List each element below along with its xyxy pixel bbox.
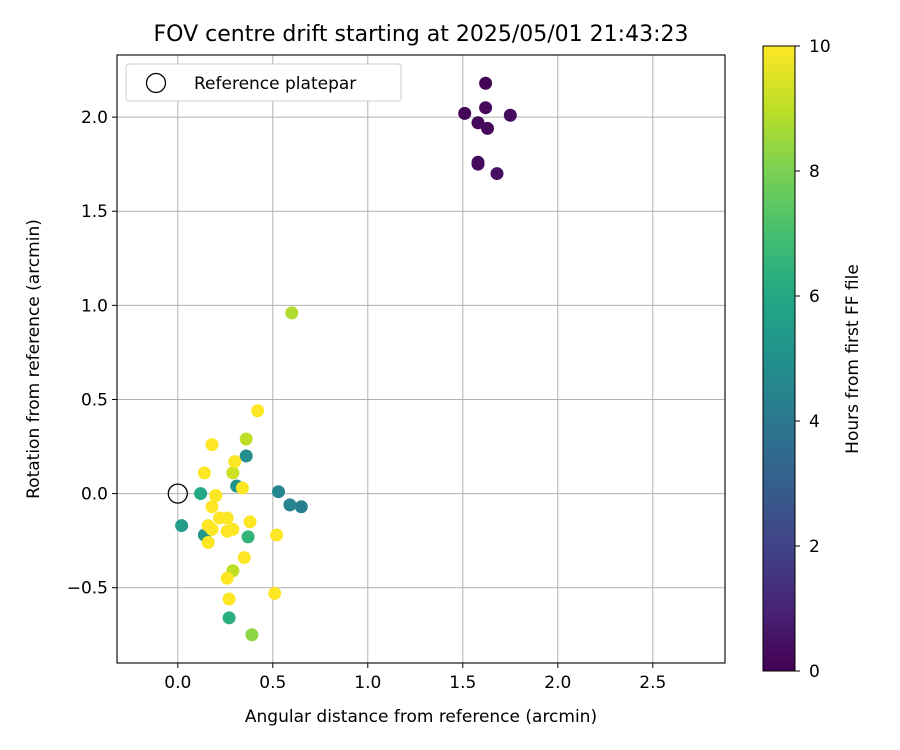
data-point [237,551,251,565]
data-point [251,404,265,418]
data-point [226,522,240,536]
colorbar-tick-label: 4 [809,412,820,432]
y-tick-label: 0.5 [81,390,108,410]
colorbar-tick-label: 8 [809,162,820,182]
x-tick-label: 1.5 [449,673,476,693]
y-tick-label: 0.0 [81,485,108,505]
data-point [209,488,223,502]
plot-frame [116,54,726,664]
data-point [268,586,282,600]
y-axis-label: Rotation from reference (arcmin) [24,219,44,499]
y-tick-label: 2.0 [81,108,108,128]
y-axis-ticks: −0.5 0.0 0.5 1.0 1.5 2.0 [67,108,117,599]
colorbar-ticks: 0 2 4 6 8 10 [795,37,831,682]
data-point [228,455,242,469]
colorbar-label: Hours from first FF file [843,264,863,454]
data-point [241,530,255,544]
colorbar-tick-label: 2 [809,537,820,557]
data-point [220,511,234,525]
data-point [205,500,219,514]
data-point [235,481,249,495]
colorbar-tick-label: 6 [809,287,820,307]
data-point [471,157,485,171]
data-point [243,515,257,529]
data-point [175,519,189,533]
data-point [294,500,308,514]
data-point [239,432,253,446]
data-point [197,466,211,480]
data-point [194,487,208,501]
data-point [481,121,494,135]
data-point [222,592,236,606]
data-point [220,571,234,585]
data-point [201,536,215,550]
data-point [205,438,219,452]
data-point [503,108,517,122]
colorbar-tick-label: 10 [809,37,831,57]
x-tick-label: 0.5 [259,673,286,693]
data-point [239,449,253,463]
data-point [270,528,284,542]
y-tick-label: 1.0 [81,296,108,316]
legend-marker-icon [145,72,167,94]
data-point [245,628,259,642]
y-tick-label: −0.5 [67,579,108,599]
x-axis-label: Angular distance from reference (arcmin) [245,707,597,727]
reference-marker [167,483,188,504]
colorbar-gradient [762,45,796,672]
data-point [458,106,472,120]
data-point [205,522,219,536]
x-tick-label: 1.0 [354,673,381,693]
data-point [471,116,485,130]
data-point [283,498,297,512]
y-tick-label: 1.5 [81,202,108,222]
colorbar-tick-label: 0 [809,662,820,682]
data-point [226,466,240,480]
data-point [272,485,285,499]
data-point [479,76,493,90]
chart-title: FOV centre drift starting at 2025/05/01 … [154,22,689,47]
grid [117,55,725,663]
data-points [175,76,517,642]
colorbar: 0 2 4 6 8 10 Hours from first FF file [762,37,863,682]
legend-label: Reference platepar [194,74,356,94]
data-point [285,306,299,320]
x-tick-label: 2.0 [544,673,571,693]
data-point [490,167,504,181]
x-axis-ticks: 0.0 0.5 1.0 1.5 2.0 2.5 [164,663,666,693]
legend-box [125,63,402,102]
data-point [479,101,493,115]
data-point [222,611,236,625]
x-tick-label: 0.0 [164,673,191,693]
x-tick-label: 2.5 [639,673,666,693]
legend: Reference platepar [125,63,402,102]
